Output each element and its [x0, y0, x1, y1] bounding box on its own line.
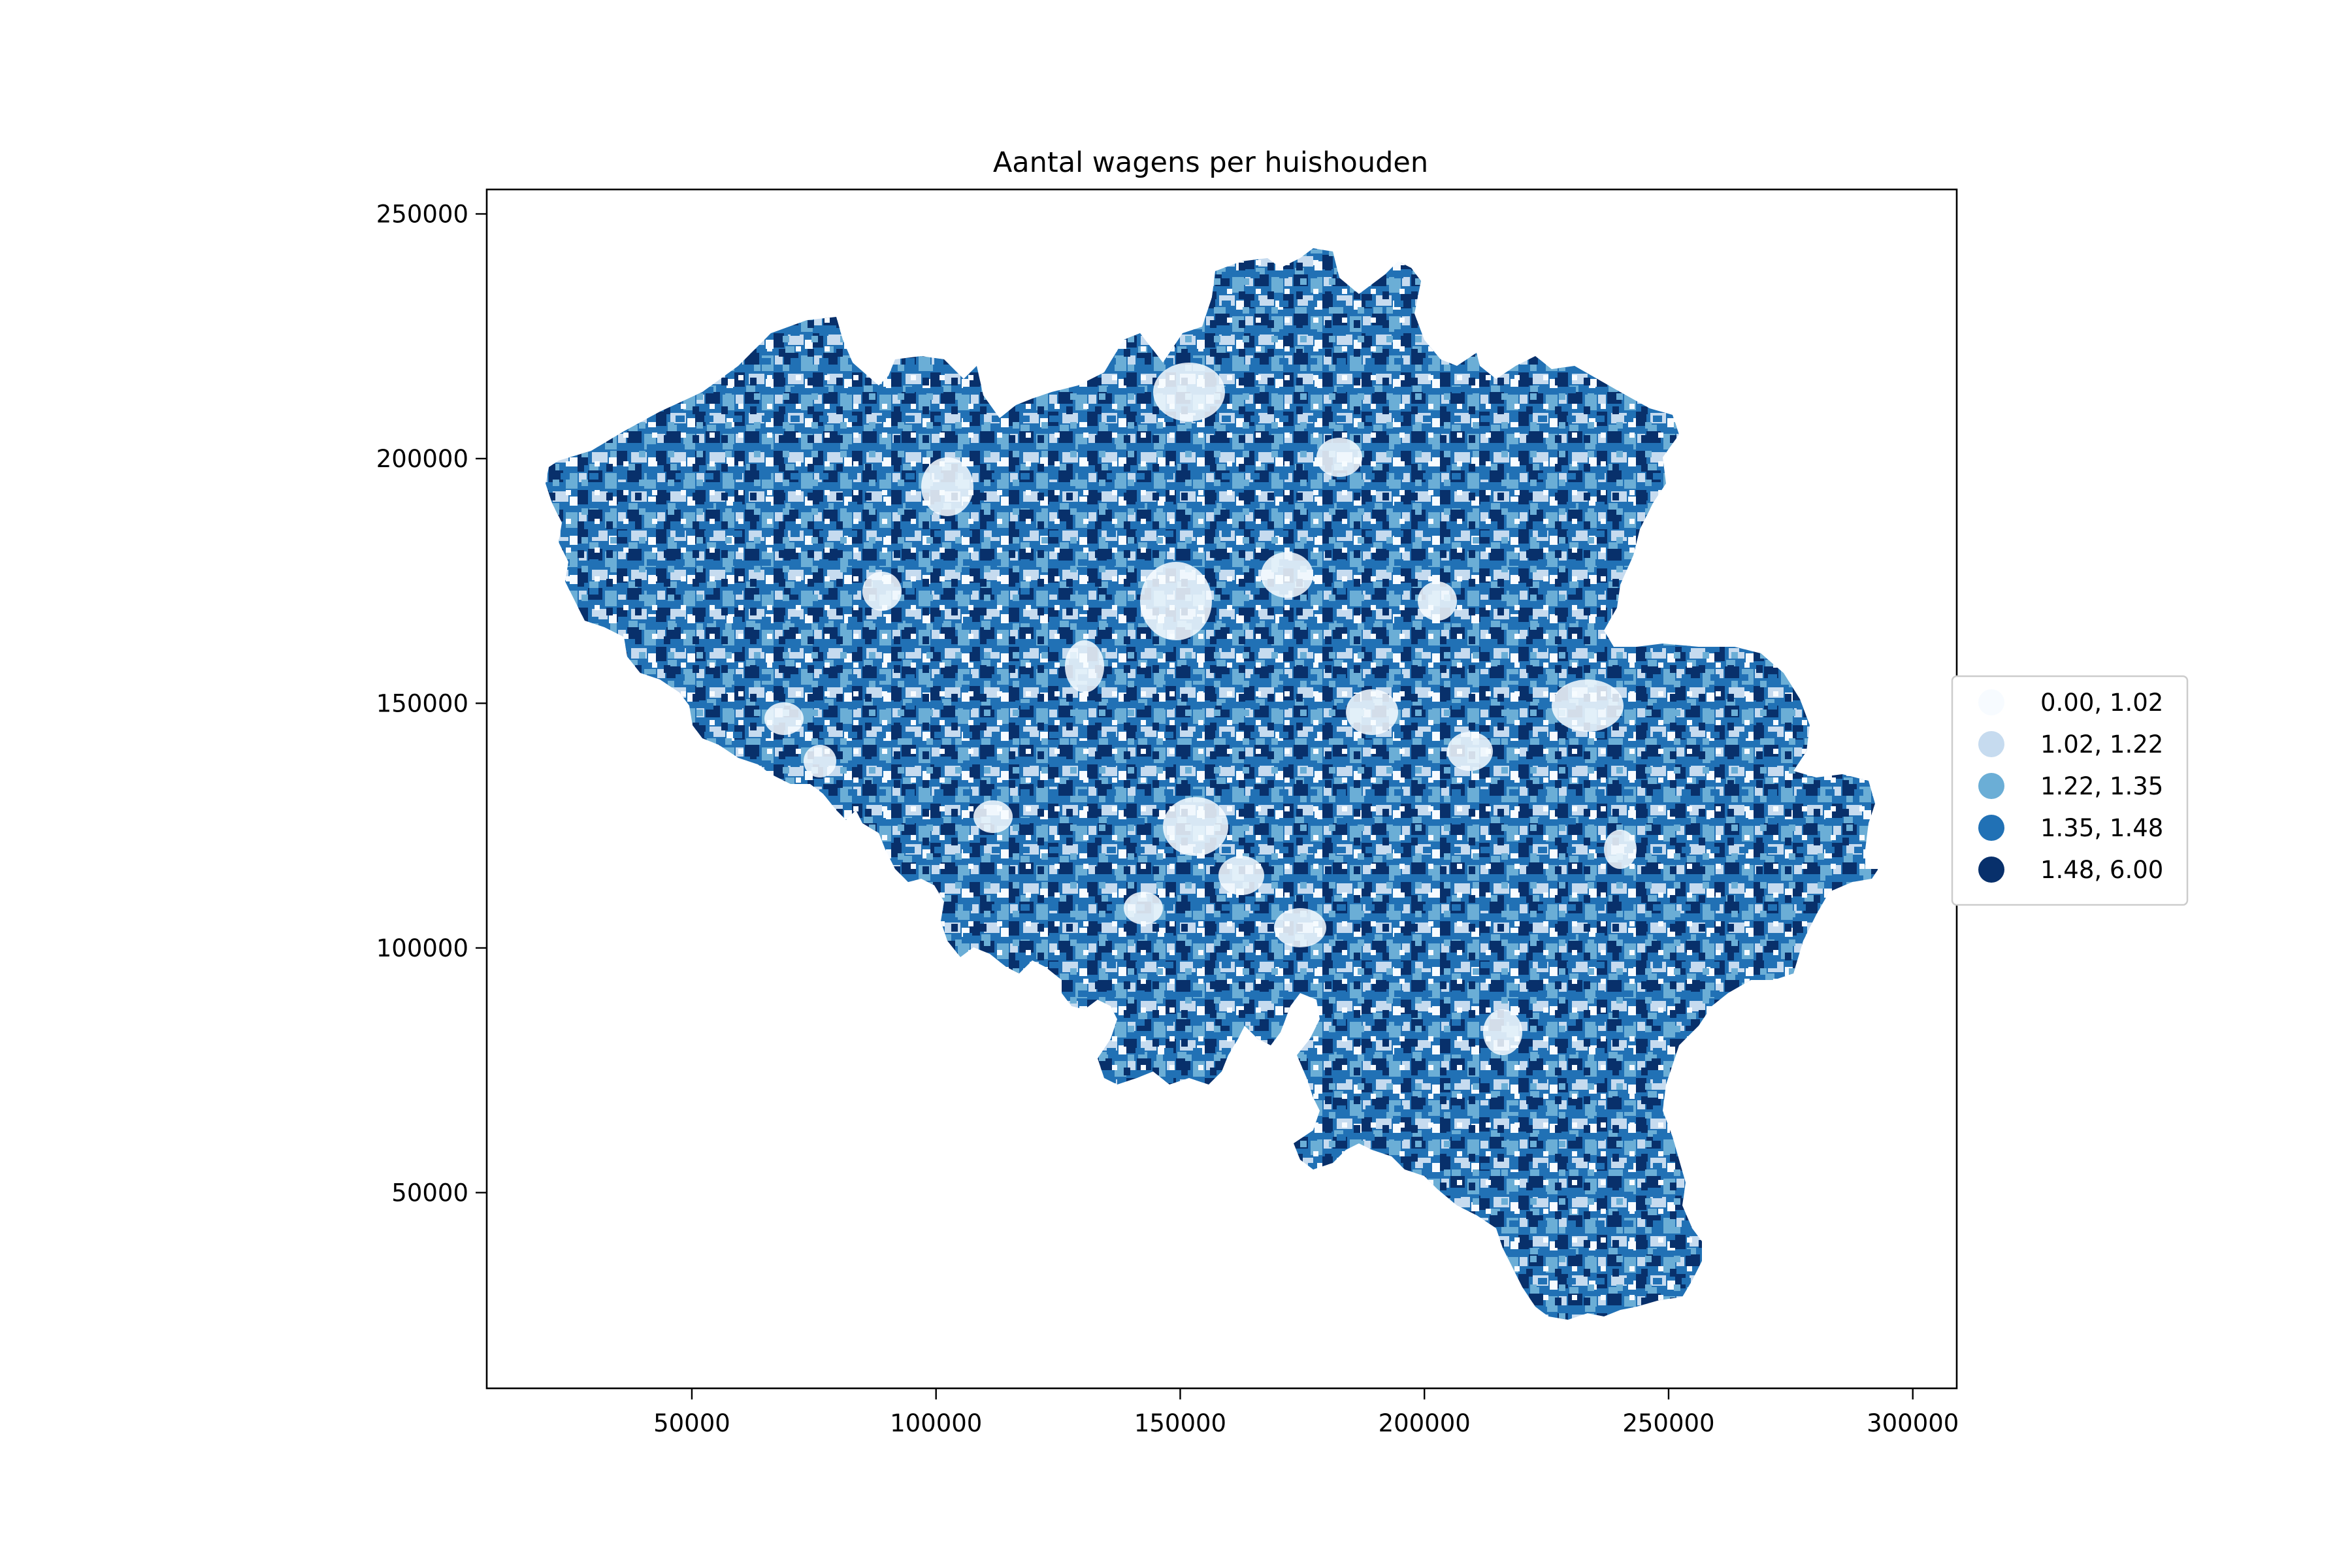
legend-label: 1.02, 1.22 [2040, 730, 2163, 759]
urban-area-patch [764, 702, 804, 735]
y-tick-label: 50000 [391, 1179, 468, 1207]
y-tick-label: 200000 [376, 445, 468, 473]
legend-label: 0.00, 1.02 [2040, 689, 2163, 717]
x-tick-label: 100000 [890, 1409, 982, 1437]
legend-swatch [1978, 815, 2004, 841]
urban-area-patch [1218, 856, 1264, 895]
x-axis: 50000 100000 150000 200000 250000 300000 [653, 1388, 1959, 1437]
urban-area-patch [1140, 562, 1212, 640]
legend-label: 1.35, 1.48 [2040, 814, 2163, 842]
urban-low-value-areas [764, 363, 1637, 1055]
y-tick-label: 100000 [376, 934, 468, 962]
x-tick-label: 50000 [653, 1409, 730, 1437]
belgium-region-overlay [546, 248, 1878, 1320]
urban-area-patch [973, 800, 1013, 833]
legend-swatch [1978, 857, 2004, 883]
legend-swatch [1978, 689, 2004, 715]
urban-area-patch [804, 745, 836, 777]
y-tick-label: 250000 [376, 200, 468, 228]
urban-area-patch [1261, 552, 1313, 598]
legend-swatch [1978, 773, 2004, 799]
urban-area-patch [1346, 689, 1398, 735]
legend: 0.00, 1.02 1.02, 1.22 1.22, 1.35 1.35, 1.48… [1951, 675, 2189, 906]
legend-swatch [1978, 731, 2004, 757]
urban-area-patch [1274, 908, 1326, 947]
urban-area-patch [921, 457, 973, 516]
map-plot-area: 50000 100000 150000 200000 250000 300000 5000… [376, 188, 1959, 1437]
x-tick-label: 300000 [1867, 1409, 1959, 1437]
urban-area-patch [1483, 1009, 1522, 1055]
urban-area-patch [862, 572, 902, 611]
urban-area-patch [1552, 679, 1624, 732]
urban-area-patch [1418, 581, 1457, 621]
belgium-choropleth [546, 248, 1878, 1320]
y-tick-label: 150000 [376, 689, 468, 717]
y-axis: 50000 100000 150000 200000 250000 [376, 200, 487, 1207]
x-tick-label: 150000 [1134, 1409, 1226, 1437]
urban-area-patch [1604, 830, 1637, 869]
legend-box [1951, 675, 2189, 906]
urban-area-patch [1316, 438, 1362, 477]
urban-area-patch [1065, 640, 1104, 693]
legend-label: 1.48, 6.00 [2040, 856, 2163, 884]
x-tick-label: 250000 [1622, 1409, 1714, 1437]
urban-area-patch [1124, 892, 1163, 924]
x-tick-label: 200000 [1379, 1409, 1471, 1437]
urban-area-patch [1447, 732, 1493, 771]
legend-label: 1.22, 1.35 [2040, 772, 2163, 800]
urban-area-patch [1153, 363, 1225, 421]
urban-area-patch [1163, 797, 1228, 856]
chart-title: Aantal wagens per huishouden [993, 146, 1428, 179]
